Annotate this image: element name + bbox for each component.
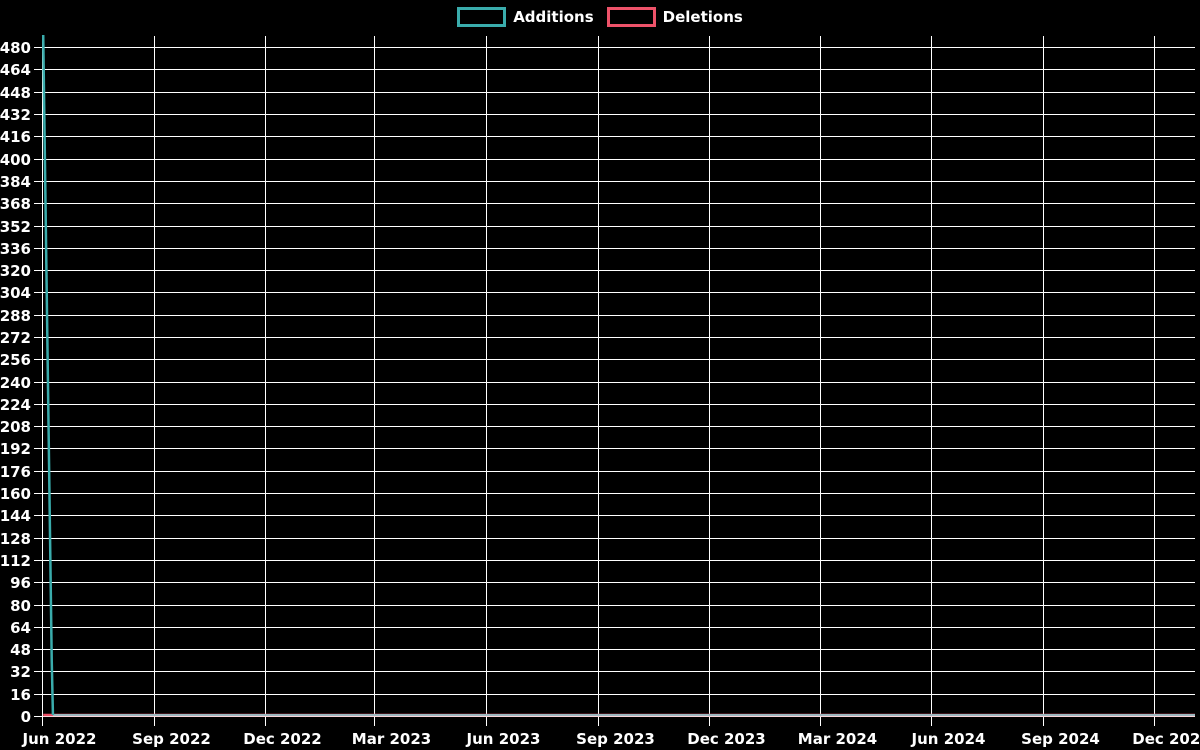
svg-text:Sep 2024: Sep 2024 <box>1021 730 1100 748</box>
svg-text:144: 144 <box>0 507 31 525</box>
svg-text:272: 272 <box>0 329 31 347</box>
svg-text:Jun 2022: Jun 2022 <box>22 730 97 748</box>
svg-text:Jun 2024: Jun 2024 <box>911 730 986 748</box>
svg-text:80: 80 <box>10 597 31 615</box>
svg-text:336: 336 <box>0 240 31 258</box>
svg-text:Sep 2022: Sep 2022 <box>132 730 211 748</box>
y-axis-tick-labels: 0 16 32 48 64 80 96 112 128 144 160 176 192 208 224 240… <box>0 39 31 726</box>
deletions-swatch <box>606 7 656 27</box>
legend-item-deletions[interactable]: Deletions <box>606 7 743 27</box>
svg-text:480: 480 <box>0 39 31 57</box>
svg-text:256: 256 <box>0 351 31 369</box>
svg-text:352: 352 <box>0 218 31 236</box>
svg-text:Dec 2024: Dec 2024 <box>1132 730 1200 748</box>
svg-text:Dec 2022: Dec 2022 <box>243 730 322 748</box>
data-series <box>41 34 1195 717</box>
svg-text:192: 192 <box>0 440 31 458</box>
svg-text:400: 400 <box>0 151 31 169</box>
svg-text:16: 16 <box>10 686 31 704</box>
svg-text:96: 96 <box>10 574 31 592</box>
svg-text:368: 368 <box>0 195 31 213</box>
legend-label-additions: Additions <box>513 8 594 26</box>
svg-text:224: 224 <box>0 396 31 414</box>
x-axis-tick-labels: Jun 2022 Sep 2022 Dec 2022 Mar 2023 Jun 2023… <box>22 730 1200 748</box>
svg-text:208: 208 <box>0 418 31 436</box>
svg-text:432: 432 <box>0 106 31 124</box>
svg-text:Mar 2023: Mar 2023 <box>352 730 431 748</box>
svg-text:176: 176 <box>0 463 31 481</box>
svg-text:416: 416 <box>0 128 31 146</box>
chart-legend: Additions Deletions <box>0 4 1200 30</box>
x-gridlines <box>42 36 1155 726</box>
svg-text:384: 384 <box>0 173 31 191</box>
svg-text:0: 0 <box>21 708 31 726</box>
svg-text:288: 288 <box>0 307 31 325</box>
svg-text:48: 48 <box>10 641 31 659</box>
svg-text:64: 64 <box>10 619 31 637</box>
svg-text:32: 32 <box>10 663 31 681</box>
svg-text:240: 240 <box>0 374 31 392</box>
svg-text:304: 304 <box>0 284 31 302</box>
svg-text:Dec 2023: Dec 2023 <box>687 730 766 748</box>
svg-text:Sep 2023: Sep 2023 <box>576 730 655 748</box>
svg-text:Mar 2024: Mar 2024 <box>798 730 877 748</box>
svg-text:Jun 2023: Jun 2023 <box>466 730 541 748</box>
svg-text:464: 464 <box>0 61 31 79</box>
svg-text:112: 112 <box>0 552 31 570</box>
y-gridlines <box>34 47 1195 717</box>
svg-text:448: 448 <box>0 84 31 102</box>
svg-text:320: 320 <box>0 262 31 280</box>
svg-text:160: 160 <box>0 485 31 503</box>
additions-swatch <box>457 7 507 27</box>
legend-label-deletions: Deletions <box>662 8 743 26</box>
svg-text:128: 128 <box>0 530 31 548</box>
legend-item-additions[interactable]: Additions <box>457 7 594 27</box>
